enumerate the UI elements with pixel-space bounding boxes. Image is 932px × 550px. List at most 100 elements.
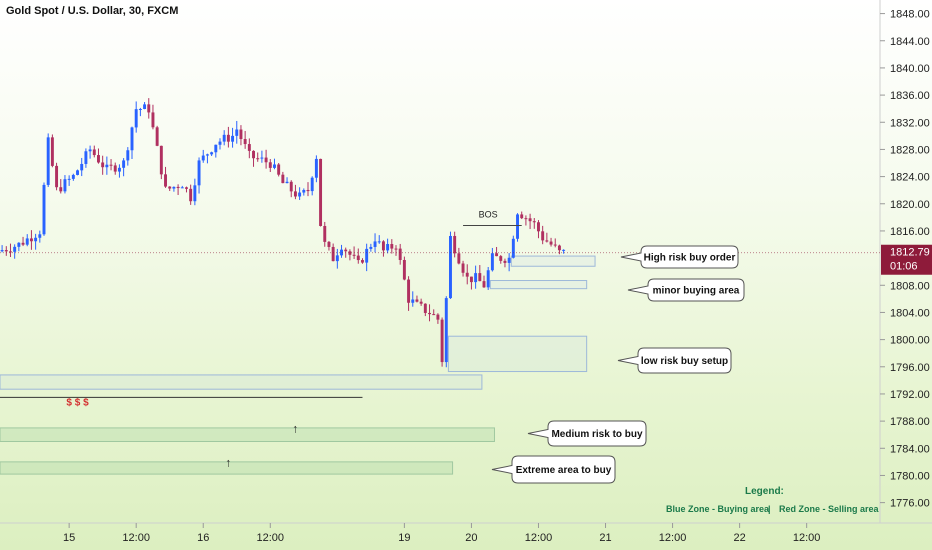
candle-body — [356, 255, 360, 261]
candle-body — [511, 238, 515, 258]
candle-body — [264, 157, 268, 163]
legend-separator: | — [768, 504, 771, 514]
candle-body — [482, 281, 486, 288]
candle-body — [528, 218, 532, 222]
current-price-tag — [881, 244, 932, 275]
candle-body — [310, 177, 314, 192]
candle-body — [335, 255, 339, 262]
y-tick-label: 1824.00 — [890, 172, 930, 184]
candle-body — [67, 178, 71, 180]
candle-body — [235, 129, 239, 136]
y-tick-label: 1828.00 — [890, 144, 930, 156]
candle-body — [126, 150, 130, 161]
candles-layer — [0, 98, 566, 368]
candle-body — [55, 165, 59, 188]
legend-title: Legend: — [745, 486, 784, 497]
candle-body — [298, 192, 302, 197]
candle-body — [25, 238, 29, 245]
candle-body — [352, 254, 356, 256]
candle-body — [268, 162, 272, 168]
legend-red: Red Zone - Selling area — [779, 504, 880, 514]
candle-body — [38, 234, 42, 238]
callout-label: low risk buy setup — [641, 356, 728, 367]
candle-body — [323, 225, 327, 242]
candle-body — [176, 186, 180, 189]
candle-body — [478, 273, 482, 282]
candle-body — [130, 127, 134, 151]
candle-body — [197, 160, 201, 186]
x-tick-label: 19 — [398, 532, 410, 544]
candle-body — [21, 242, 25, 245]
candle-body — [214, 144, 218, 153]
candle-body — [503, 260, 507, 263]
current-price-label: 1812.79 — [890, 247, 930, 259]
callout-label: Extreme area to buy — [516, 465, 612, 476]
candle-body — [134, 109, 138, 128]
candle-body — [117, 167, 121, 172]
candle-body — [189, 188, 193, 202]
candle-body — [331, 246, 335, 262]
y-axis: 1848.00 1844.00 1840.00 1836.00 1832.00 1828.… — [880, 9, 932, 510]
candle-body — [302, 189, 306, 193]
candle-body — [201, 155, 205, 161]
candle-body — [172, 186, 176, 189]
zone-box — [489, 280, 588, 290]
candle-body — [122, 160, 126, 168]
callout-label: minor buying area — [653, 286, 740, 297]
y-tick-label: 1816.00 — [890, 226, 930, 238]
zone-box — [0, 427, 495, 442]
candle-body — [147, 104, 151, 113]
candle-body — [562, 249, 566, 251]
candle-body — [247, 144, 251, 151]
candle-body — [348, 251, 352, 255]
candle-body — [469, 276, 473, 283]
candle-body — [289, 181, 293, 192]
candle-body — [84, 151, 88, 164]
candle-body — [520, 214, 524, 219]
y-tick-label: 1808.00 — [890, 280, 930, 292]
candle-body — [185, 187, 188, 189]
candle-body — [59, 187, 63, 192]
y-tick-label: 1776.00 — [890, 498, 930, 510]
candle-body — [344, 249, 348, 252]
callouts-layer: High risk buy order minor buying area low … — [491, 245, 745, 484]
candle-body — [381, 241, 385, 251]
candle-body — [415, 299, 419, 302]
x-tick-label: 12:00 — [257, 532, 285, 544]
candle-body — [155, 127, 159, 146]
annotation-bos: BOS — [479, 209, 498, 219]
candle-body — [218, 141, 222, 145]
callout-box — [620, 245, 739, 269]
candle-body — [369, 246, 373, 249]
zone-box — [0, 374, 483, 390]
candle-body — [9, 251, 12, 253]
candle-body — [76, 170, 79, 175]
callout-label: High risk buy order — [644, 253, 736, 264]
candle-body — [88, 149, 92, 152]
candle-body — [277, 164, 281, 175]
x-tick-label: 12:00 — [793, 532, 821, 544]
candle-body — [545, 240, 549, 242]
candle-body — [490, 253, 494, 271]
candle-body — [398, 248, 402, 260]
candle-body — [319, 158, 323, 226]
candle-body — [327, 241, 331, 247]
candle-body — [205, 154, 209, 156]
candle-body — [440, 319, 444, 363]
candle-body — [159, 145, 163, 175]
candle-body — [281, 174, 285, 184]
candle-body — [46, 137, 50, 185]
x-tick-label: 16 — [197, 532, 209, 544]
x-axis: 15 12:00 16 12:00 19 20 12:00 21 12:00 22 12:00 — [63, 523, 820, 544]
candle-body — [239, 129, 243, 140]
legend-blue: Blue Zone - Buying area — [666, 504, 770, 514]
candle-body — [557, 245, 561, 251]
candle-body — [507, 257, 511, 263]
candle-body — [436, 314, 440, 320]
candle-body — [231, 135, 235, 142]
y-tick-label: 1820.00 — [890, 199, 930, 211]
candle-body — [222, 134, 226, 142]
candle-body — [260, 157, 264, 159]
candle-body — [256, 158, 260, 160]
